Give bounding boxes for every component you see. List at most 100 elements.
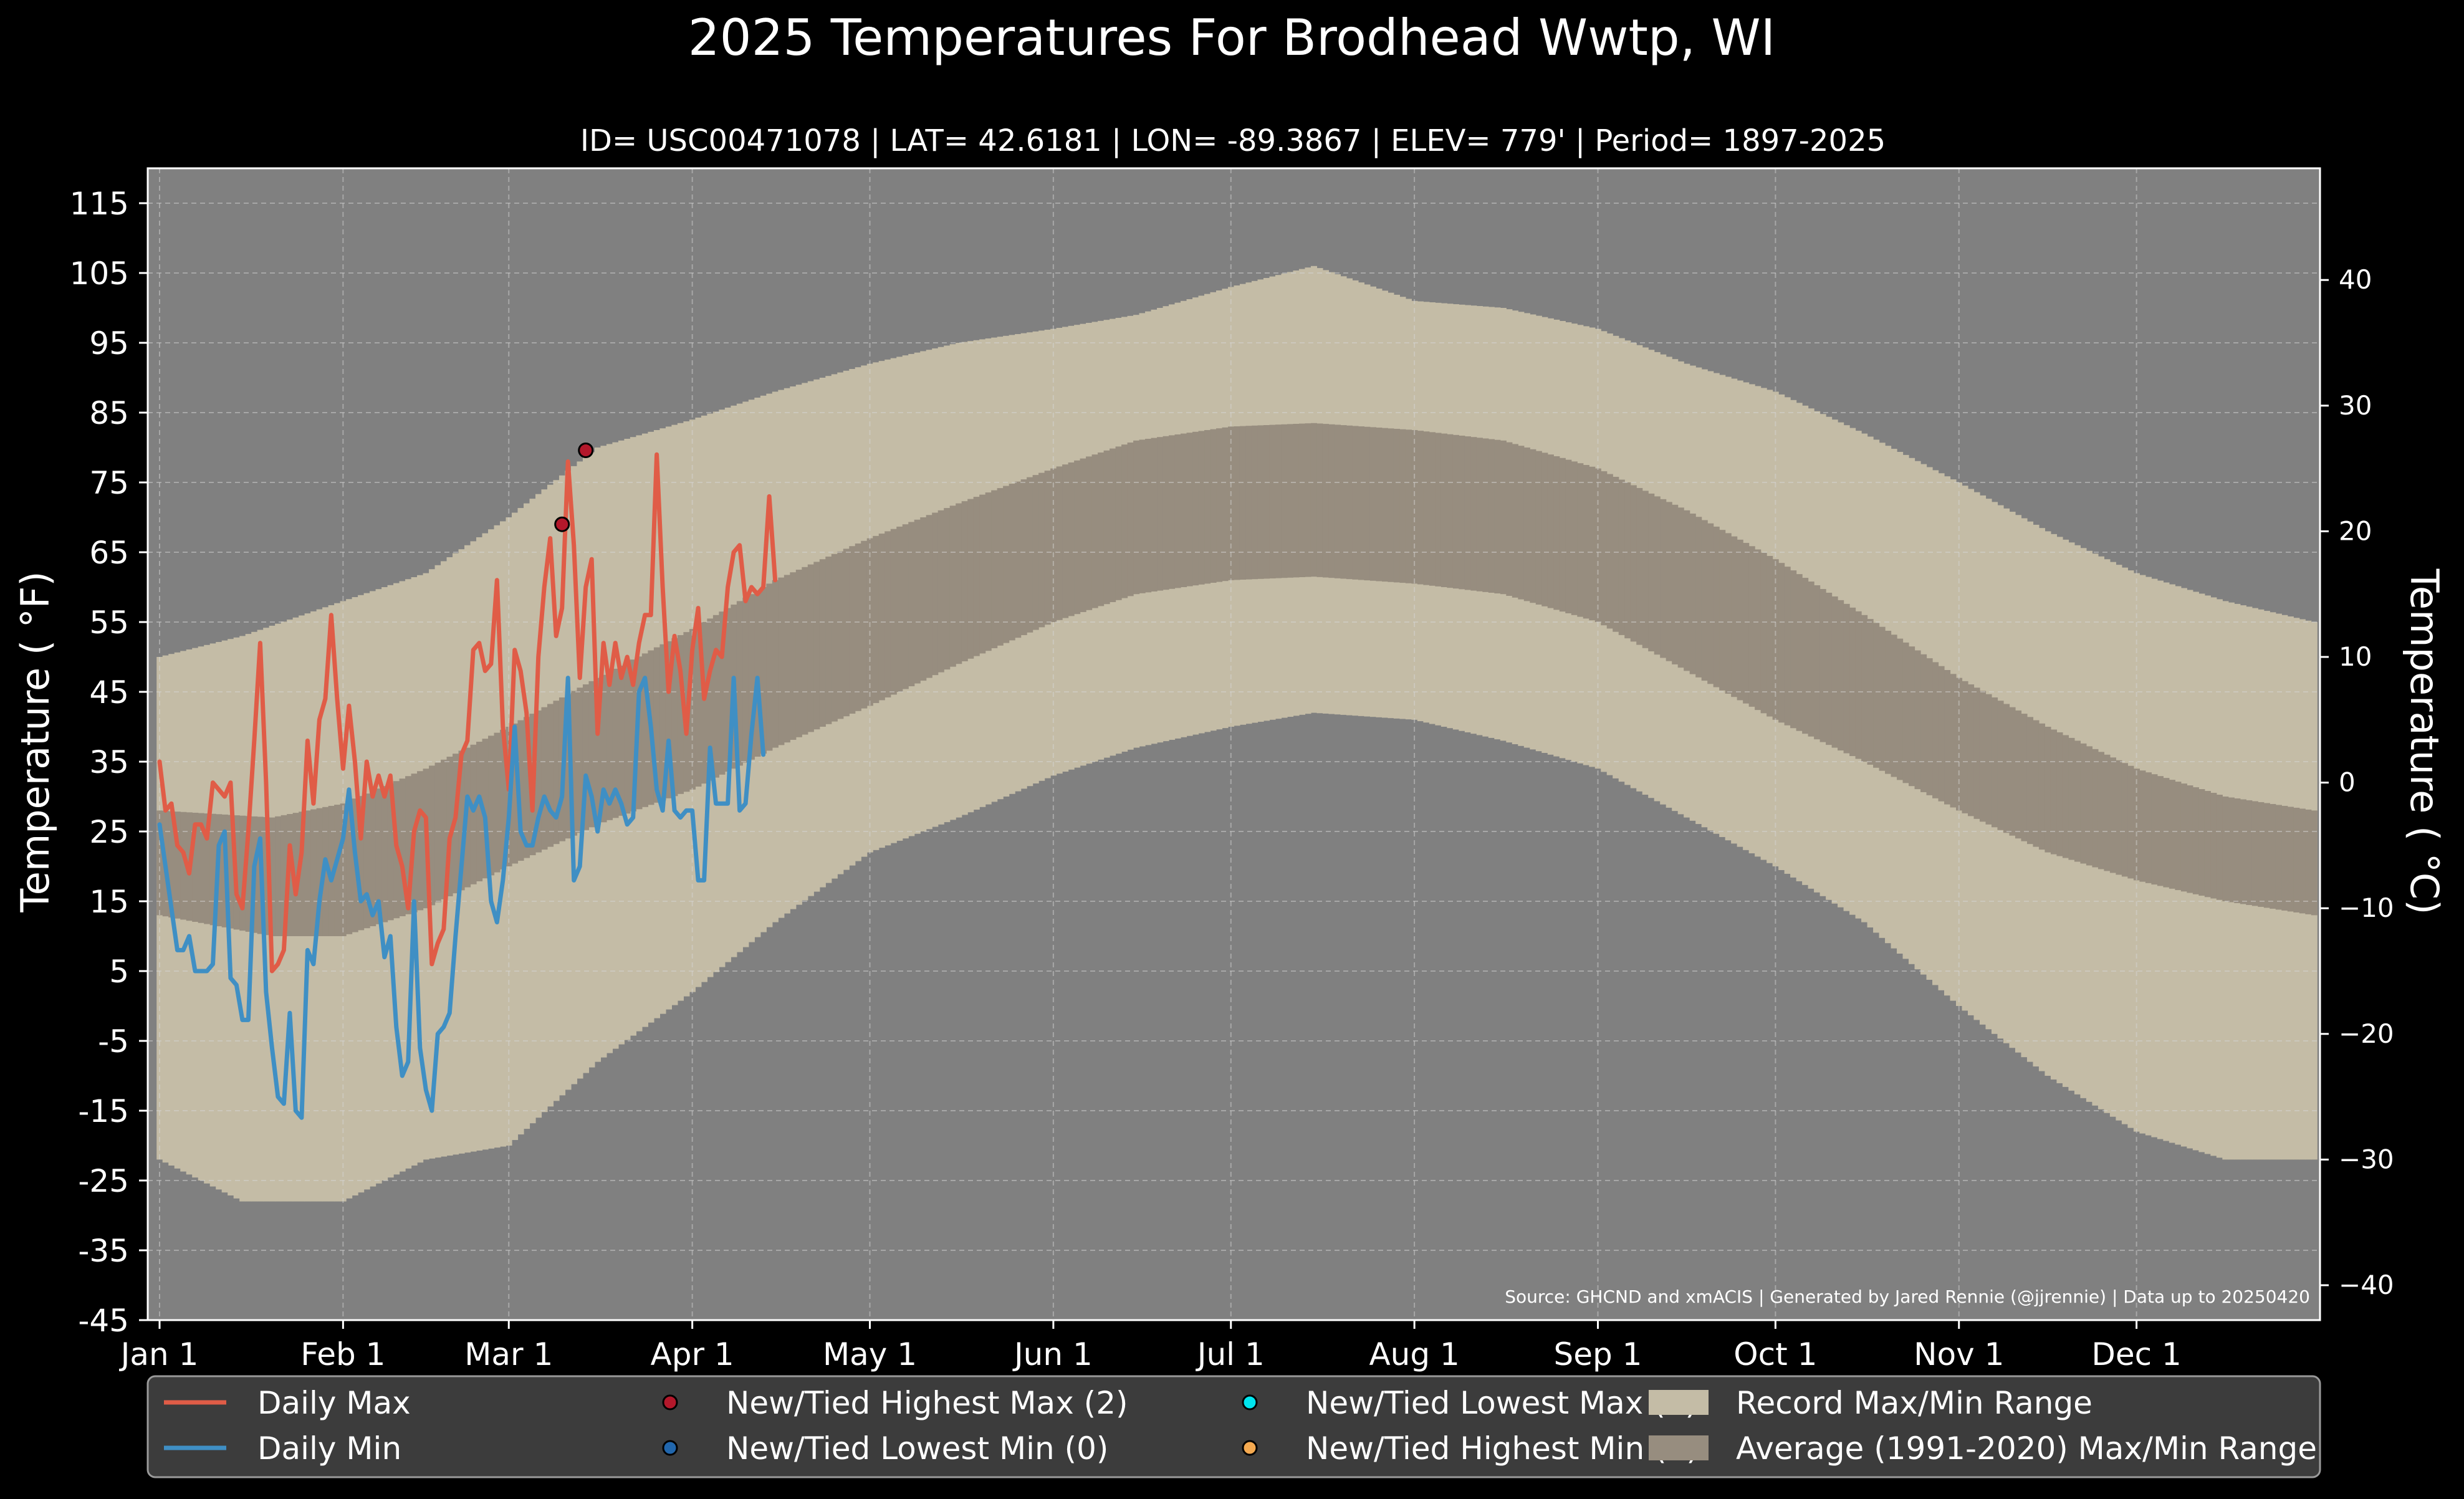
highest-max-marker — [578, 442, 594, 458]
normal-range-bar — [1464, 436, 1471, 590]
daily-min-line — [157, 676, 766, 1120]
normal-range-bar — [523, 717, 530, 858]
y-tick-label-left: 65 — [89, 535, 129, 571]
normal-range-bar — [1305, 423, 1311, 577]
normal-range-bar — [701, 622, 707, 784]
normal-range-bar — [1198, 431, 1205, 585]
normal-range-bar — [677, 635, 684, 794]
normal-range-bar — [1541, 453, 1548, 606]
normal-range-bar — [973, 497, 980, 656]
normal-range-bar — [1879, 626, 1886, 771]
normal-range-bar — [1897, 638, 1904, 780]
legend-swatch-marker — [662, 1394, 678, 1410]
normal-range-bar — [712, 615, 719, 778]
normal-range-bar — [1133, 440, 1140, 595]
normal-range-bar — [1429, 432, 1436, 586]
normal-range-bar — [689, 629, 696, 790]
x-tick-label: Mar 1 — [464, 1336, 553, 1372]
normal-range-bar — [1174, 434, 1181, 588]
normal-range-bar — [2009, 707, 2016, 836]
normal-range-bar — [1358, 426, 1365, 580]
normal-range-bar — [1891, 635, 1897, 777]
normal-range-bar — [1239, 426, 1247, 580]
normal-range-bar — [1997, 701, 2004, 830]
daily-max-line — [157, 452, 778, 974]
normal-range-bar — [1169, 435, 1176, 589]
normal-range-bar — [944, 508, 951, 670]
normal-range-bar — [2068, 737, 2075, 860]
legend-label: Record Max/Min Range — [1736, 1385, 2092, 1421]
normal-range-bar — [582, 684, 590, 830]
normal-range-bar — [1849, 607, 1856, 757]
normal-range-bar — [1334, 424, 1341, 578]
normal-range-bar — [1565, 459, 1572, 613]
y-tick-label-left: 55 — [89, 605, 129, 641]
normal-range-bar — [1826, 592, 1833, 745]
chart-title: 2025 Temperatures For Brodhead Wwtp, WI — [688, 9, 1775, 67]
normal-range-bar — [724, 608, 731, 772]
normal-range-bar — [588, 681, 595, 828]
normal-range-bar — [1228, 426, 1235, 580]
normal-range-bar — [1044, 471, 1051, 625]
normal-range-bar — [2198, 789, 2205, 896]
normal-range-bar — [594, 678, 602, 825]
normal-range-bar — [570, 691, 578, 836]
normal-range-bar — [375, 788, 382, 924]
normal-range-bar — [873, 535, 880, 703]
normal-range-bar — [1512, 444, 1518, 598]
normal-range-bar — [316, 808, 323, 936]
normal-range-bar — [1369, 427, 1377, 581]
normal-range-bar — [1991, 697, 1998, 828]
normal-range-bar — [1630, 485, 1637, 642]
normal-range-bar — [961, 501, 968, 661]
normal-range-bar — [1973, 687, 1980, 819]
chart-subtitle: ID= USC00471078 | LAT= 42.6181 | LON= -8… — [580, 123, 1886, 158]
normal-range-bar — [204, 813, 211, 924]
normal-range-bar — [956, 503, 962, 664]
normal-range-bar — [896, 526, 903, 692]
normal-range-bar — [2251, 801, 2258, 906]
normal-range-bar — [1098, 453, 1105, 606]
normal-range-bar — [263, 817, 270, 936]
normal-range-bar — [1760, 552, 1767, 714]
normal-range-bar — [2246, 800, 2253, 905]
normal-range-bar — [2216, 795, 2223, 900]
normal-range-bar — [1518, 446, 1525, 600]
normal-range-bar — [1855, 611, 1862, 759]
normal-range-bar — [1482, 438, 1489, 592]
normal-range-bar — [1376, 428, 1383, 582]
normal-range-bar — [1571, 461, 1578, 615]
normal-range-bar — [1080, 458, 1086, 612]
normal-range-bar — [1157, 437, 1164, 591]
normal-range-bar — [577, 687, 583, 833]
normal-range-bar — [168, 811, 175, 917]
normal-range-bar — [1062, 464, 1069, 618]
normal-range-bar — [1216, 428, 1223, 582]
normal-range-bar — [1488, 439, 1495, 593]
normal-range-bar — [458, 750, 465, 891]
normal-range-bar — [849, 546, 856, 714]
normal-range-bar — [819, 559, 826, 727]
normal-range-bar — [2163, 778, 2170, 888]
normal-range-bar — [1547, 454, 1554, 608]
normal-range-bar — [2151, 774, 2158, 885]
normal-range-bar — [985, 492, 992, 651]
normal-range-bar — [2127, 765, 2134, 879]
normal-range-bar — [1873, 623, 1880, 768]
normal-range-bar — [2121, 763, 2128, 877]
legend-label: New/Tied Highest Min (0) — [1306, 1430, 1699, 1467]
normal-range-bar — [1719, 530, 1726, 691]
normal-range-bar — [494, 732, 501, 873]
normal-range-bar — [1594, 468, 1601, 622]
normal-range-bar — [2074, 740, 2081, 862]
normal-range-bar — [370, 791, 376, 926]
normal-range-bar — [1500, 440, 1507, 595]
normal-range-bar — [1003, 486, 1010, 643]
normal-range-bar — [1020, 479, 1027, 635]
normal-range-bar — [624, 663, 631, 814]
normal-range-bar — [2234, 798, 2241, 903]
y-tick-label-right: 20 — [2339, 515, 2372, 546]
normal-range-bar — [304, 810, 311, 936]
normal-range-bar — [1601, 471, 1608, 626]
normal-range-bar — [346, 801, 353, 934]
